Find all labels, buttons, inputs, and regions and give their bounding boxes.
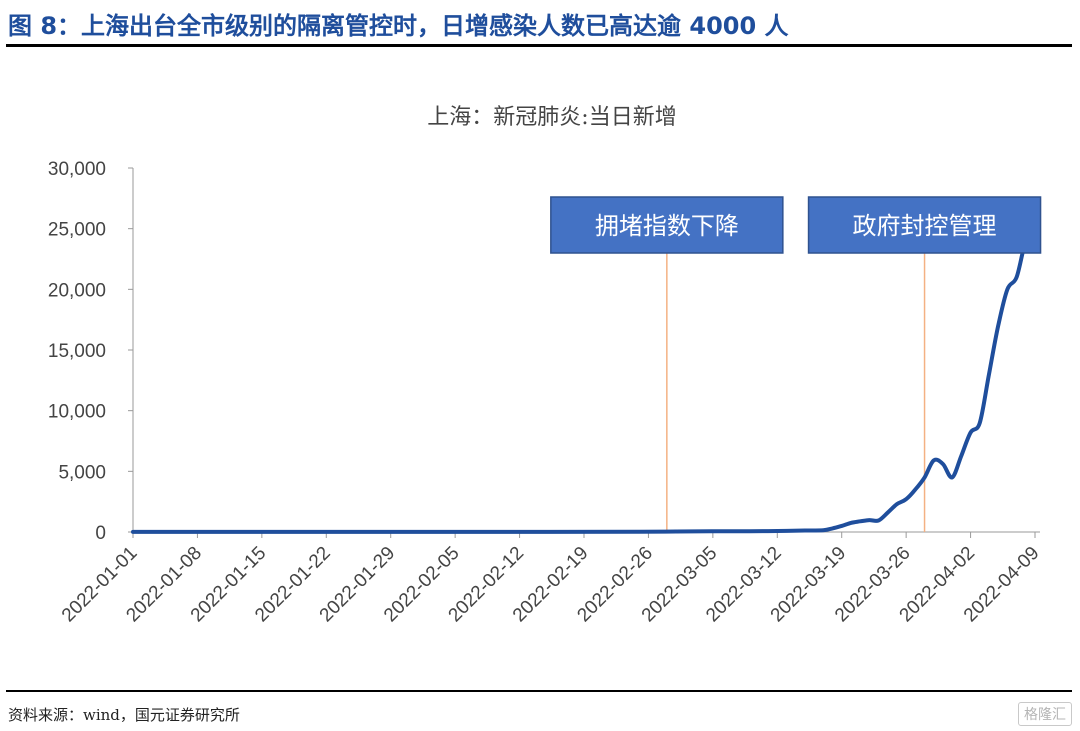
- source-note: 资料来源：wind，国元证券研究所: [8, 706, 240, 724]
- chart-title: 上海：新冠肺炎:当日新增: [427, 105, 676, 130]
- top-divider: [6, 44, 1072, 47]
- y-tick-label: 30,000: [48, 159, 106, 180]
- y-tick-label: 0: [95, 523, 106, 544]
- series-line: [131, 226, 1037, 534]
- y-tick-label: 10,000: [48, 402, 106, 423]
- y-tick-label: 20,000: [48, 280, 106, 301]
- y-tick-label: 15,000: [48, 341, 106, 362]
- annotation-label: 政府封控管理: [853, 212, 997, 240]
- annotation-box: [550, 196, 784, 254]
- watermark-logo: 格隆汇: [1018, 702, 1072, 726]
- y-tick-label: 5,000: [58, 462, 106, 483]
- bottom-divider: [6, 690, 1072, 692]
- line-chart: 上海：新冠肺炎:当日新增 0 5,000 10,000 15,000 20,000 25,…: [48, 105, 1044, 626]
- annotation-label: 拥堵指数下降: [595, 212, 739, 240]
- y-tick-label: 25,000: [48, 220, 106, 241]
- figure-title: 图 8：上海出台全市级别的隔离管控时，日增感染人数已高达逾 4000 人: [8, 12, 789, 40]
- annotation-box: [807, 196, 1042, 254]
